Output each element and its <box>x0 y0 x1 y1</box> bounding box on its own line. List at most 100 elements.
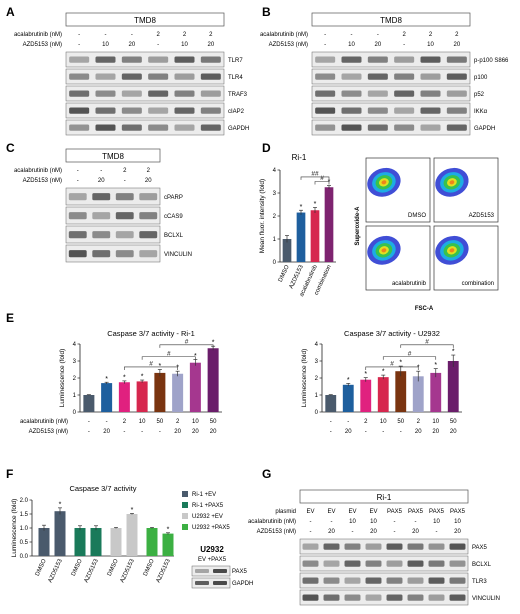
significance-bracket-e-right <box>382 356 437 360</box>
bar-e-left <box>172 373 184 412</box>
significance-star-f: * <box>167 526 170 533</box>
blot-band-c <box>139 212 158 220</box>
inset-blot-pax5: PAX5 <box>232 569 248 575</box>
treatment-value-c: - <box>124 178 126 184</box>
legend-label-f: U2932 +PAX5 <box>192 525 230 531</box>
y-tick-label-e-left: 0 <box>73 410 77 416</box>
blot-band-a <box>148 73 169 80</box>
bar-e-left <box>136 381 148 412</box>
blot-label-b: GAPDH <box>474 126 495 132</box>
blot-band-a <box>200 90 221 97</box>
blot-band-b <box>341 107 362 114</box>
treatment-value-a: 10 <box>102 42 109 48</box>
y-tick-label-d: 2 <box>273 214 277 220</box>
bar-f <box>146 528 158 556</box>
y-tick-label-e-right: 0 <box>315 410 319 416</box>
treatment-row-label-b: acalabrutinib (nM) <box>260 32 308 38</box>
bar-e-right <box>342 384 354 412</box>
significance-bracket-d <box>300 176 330 180</box>
treatment-value-e-right: - <box>365 429 367 435</box>
treatment-value-g: 20 <box>370 529 377 535</box>
flow-density-contour <box>381 180 387 185</box>
treatment-value-g: - <box>331 519 333 525</box>
treatment-value-c: 2 <box>147 168 151 174</box>
flow-plot-label: DMSO <box>408 213 426 219</box>
significance-star-e-left: * <box>105 376 108 383</box>
bar-f <box>54 511 66 556</box>
treatment-value-g: PAX5 <box>429 509 445 515</box>
blot-band-b <box>315 73 336 80</box>
y-tick-label-e-left: 1 <box>73 393 77 399</box>
blot-band-g <box>344 577 361 584</box>
blot-band-b <box>367 107 388 114</box>
treatment-value-g: EV <box>369 509 377 515</box>
blot-band-b <box>420 124 441 131</box>
blot-band-a <box>200 107 221 114</box>
blot-label-g: BCLXL <box>472 562 492 568</box>
blot-band-a <box>95 73 116 80</box>
blot-band-c <box>115 231 134 239</box>
flow-xlabel: FSC-A <box>415 306 434 312</box>
blot-label-b: p-p100 S866 <box>474 58 509 64</box>
blot-strip-b <box>311 51 471 68</box>
treatment-value-c: - <box>77 168 79 174</box>
treatment-value-b: 2 <box>429 32 433 38</box>
blot-strip-g <box>299 589 469 606</box>
treatment-value-g: - <box>436 529 438 535</box>
blot-strip-a <box>65 68 225 85</box>
blot-band-b <box>420 107 441 114</box>
treatment-value-b: - <box>377 32 379 38</box>
blot-band-b <box>394 73 415 80</box>
treatment-value-g: 10 <box>433 519 440 525</box>
x-tick-label-f: AZD5153 <box>48 558 64 584</box>
treatment-row-label-e-left: acalabrutinib (nM) <box>20 419 68 425</box>
blot-label-b: IKKα <box>474 109 488 115</box>
bar-e-right <box>395 371 407 412</box>
bracket-label-e-right: # <box>390 360 394 367</box>
blot-band-c <box>139 193 158 201</box>
blot-band-b <box>367 124 388 131</box>
blot-band-g <box>323 543 340 550</box>
blot-band-a <box>121 107 142 114</box>
blot-band-a <box>69 107 90 114</box>
treatment-value-a: - <box>78 42 80 48</box>
blot-band-g <box>302 560 319 567</box>
treatment-value-e-right: 2 <box>417 419 421 425</box>
treatment-value-e-right: - <box>330 419 332 425</box>
blot-band-b <box>341 124 362 131</box>
blot-band-g <box>386 594 403 601</box>
blot-label-g: TLR3 <box>472 579 487 585</box>
y-tick-label-d: 4 <box>273 168 277 174</box>
legend-swatch-f <box>182 524 188 530</box>
blot-label-a: TRAF3 <box>228 92 248 98</box>
cell-line-box-g <box>299 489 469 504</box>
treatment-value-e-left: - <box>88 419 90 425</box>
y-tick-label-e-left: 3 <box>73 359 77 365</box>
significance-star-e-left: * <box>212 340 215 347</box>
treatment-value-e-left: - <box>88 429 90 435</box>
blot-strip-c <box>65 244 161 263</box>
blot-band-b <box>367 90 388 97</box>
flow-plot-label: AZD5153 <box>469 213 495 219</box>
blot-band-b <box>420 73 441 80</box>
treatment-value-e-right: - <box>400 429 402 435</box>
bracket-label-e-left: # <box>149 360 153 367</box>
bracket-label-d: # <box>320 175 324 182</box>
blot-band-b <box>446 90 467 97</box>
blot-band-c <box>139 250 158 258</box>
y-tick-label-f: 1.5 <box>20 512 29 518</box>
bracket-label-e-left: # <box>185 338 189 345</box>
blot-band-c <box>92 193 111 201</box>
significance-star-e-left: * <box>159 363 162 370</box>
blot-band-g <box>302 543 319 550</box>
blot-band-a <box>174 124 195 131</box>
treatment-row-label-a: AZD5153 (nM) <box>23 42 62 48</box>
flow-ylabel: Superoxide-A <box>355 206 361 246</box>
blot-band-a <box>95 56 116 63</box>
significance-bracket-e-right <box>365 366 419 370</box>
treatment-value-e-left: 10 <box>139 419 146 425</box>
blot-band-a <box>174 73 195 80</box>
treatment-value-g: - <box>415 519 417 525</box>
blot-band-a <box>121 73 142 80</box>
